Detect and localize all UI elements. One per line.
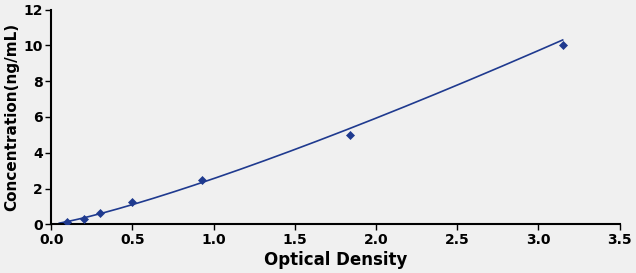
X-axis label: Optical Density: Optical Density — [264, 251, 407, 269]
Y-axis label: Concentration(ng/mL): Concentration(ng/mL) — [4, 23, 19, 211]
